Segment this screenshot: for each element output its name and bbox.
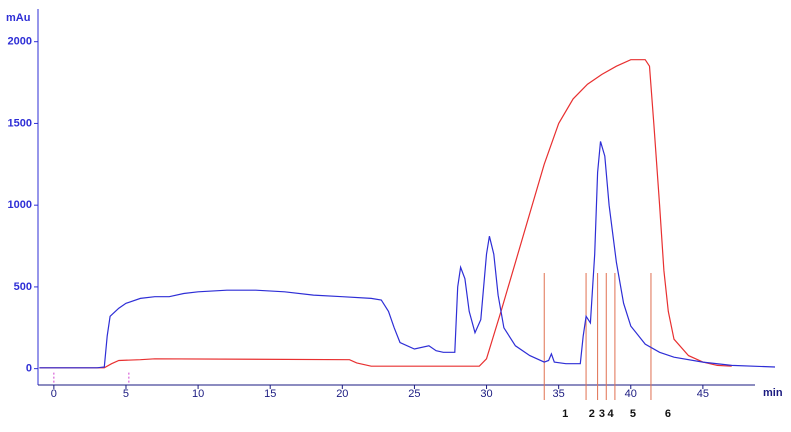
y-axis-label: mAu	[6, 12, 30, 24]
series-line	[39, 59, 732, 369]
fraction-label: 4	[608, 408, 615, 420]
fraction-label: 5	[630, 408, 636, 420]
x-tick-label: 5	[123, 388, 129, 400]
series-line	[39, 141, 776, 369]
fraction-label: 6	[665, 408, 671, 420]
x-tick-label: 15	[264, 388, 276, 400]
y-tick-label: 0	[26, 363, 32, 375]
y-tick-label: 2000	[8, 36, 32, 48]
x-tick-label: 30	[480, 388, 492, 400]
x-tick-label: 45	[697, 388, 709, 400]
x-axis-label: min	[763, 387, 783, 399]
x-tick-label: 10	[192, 388, 204, 400]
x-tick-label: 25	[408, 388, 420, 400]
fraction-label: 3	[599, 408, 605, 420]
x-tick-label: 35	[553, 388, 565, 400]
y-tick-label: 1000	[8, 199, 32, 211]
x-tick-label: 40	[625, 388, 637, 400]
y-tick-label: 500	[14, 281, 32, 293]
y-tick-label: 1500	[8, 117, 32, 129]
fraction-label: 2	[589, 408, 595, 420]
x-tick-label: 0	[51, 388, 57, 400]
fraction-label: 1	[562, 408, 568, 420]
x-tick-label: 20	[336, 388, 348, 400]
